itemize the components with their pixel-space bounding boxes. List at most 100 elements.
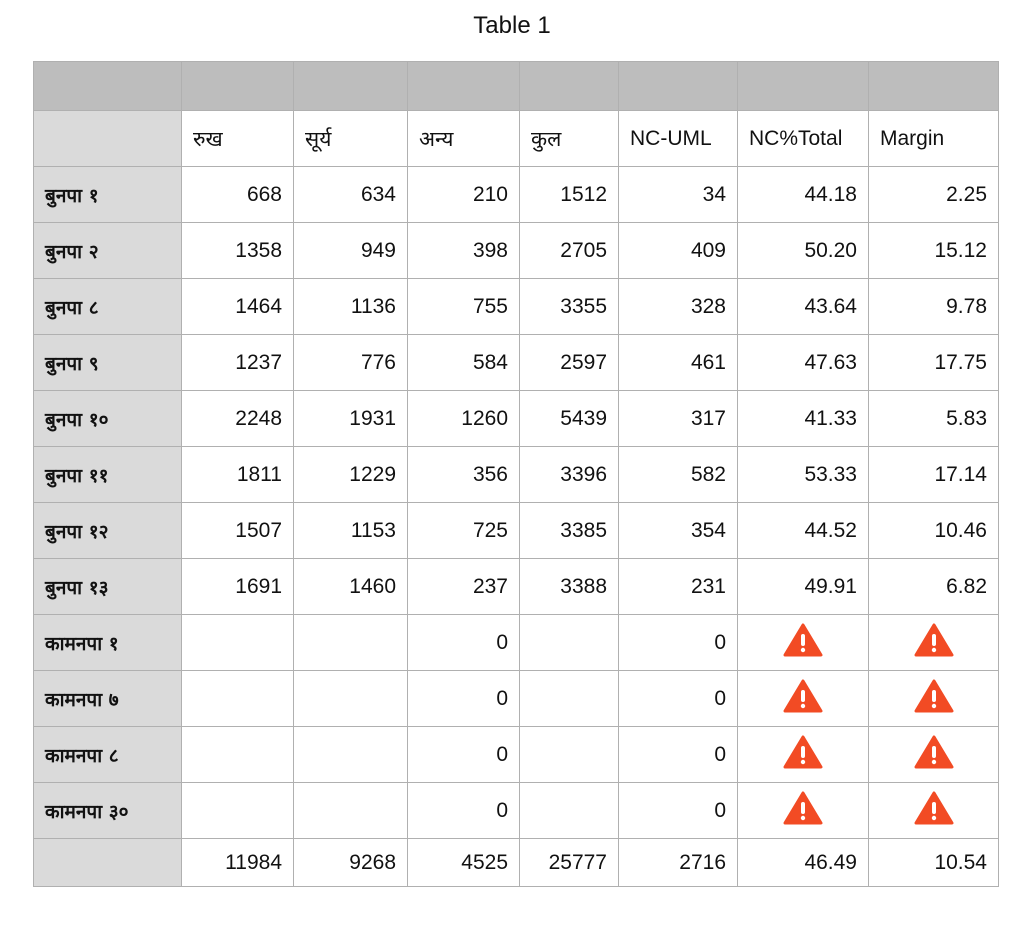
cell: 328 xyxy=(618,278,738,335)
footer-row: 11984 9268 4525 25777 2716 46.49 10.54 xyxy=(33,838,999,887)
header-band-cell xyxy=(868,61,999,111)
table-row: कामनपा १ 0 0 xyxy=(33,614,999,671)
row-label: कामनपा ७ xyxy=(33,670,182,727)
cell: 356 xyxy=(407,446,520,503)
cell: 5.83 xyxy=(868,390,999,447)
error-cell xyxy=(737,614,869,671)
table-row: बुनपा १० 2248 1931 1260 5439 317 41.33 5.83 xyxy=(33,390,999,447)
cell: 755 xyxy=(407,278,520,335)
row-label: बुनपा १२ xyxy=(33,502,182,559)
cell: 634 xyxy=(293,166,408,223)
empty-cell xyxy=(293,670,408,727)
cell: 1691 xyxy=(181,558,294,615)
corner-cell xyxy=(33,110,182,167)
header-band-cell xyxy=(737,61,869,111)
cell: 17.14 xyxy=(868,446,999,503)
cell: 0 xyxy=(407,670,520,727)
cell: 53.33 xyxy=(737,446,869,503)
row-label: बुनपा १ xyxy=(33,166,182,223)
data-table: रुख सूर्य अन्य कुल NC-UML NC%Total Margin बुनपा… xyxy=(33,61,999,887)
table-row: बुनपा १३ 1691 1460 237 3388 231 49.91 6.82 xyxy=(33,558,999,615)
cell: 0 xyxy=(407,726,520,783)
column-header: NC%Total xyxy=(737,110,869,167)
empty-cell xyxy=(519,726,619,783)
header-band-cell xyxy=(519,61,619,111)
row-label: बुनपा ११ xyxy=(33,446,182,503)
cell: 9.78 xyxy=(868,278,999,335)
cell: 1358 xyxy=(181,222,294,279)
footer-cell: 46.49 xyxy=(737,838,869,887)
cell: 354 xyxy=(618,502,738,559)
warning-icon xyxy=(783,679,823,712)
footer-cell: 25777 xyxy=(519,838,619,887)
cell: 2705 xyxy=(519,222,619,279)
row-label: बुनपा ९ xyxy=(33,334,182,391)
column-header: NC-UML xyxy=(618,110,738,167)
warning-icon xyxy=(783,735,823,768)
cell: 3385 xyxy=(519,502,619,559)
footer-cell: 11984 xyxy=(181,838,294,887)
cell: 461 xyxy=(618,334,738,391)
table-row: बुनपा २ 1358 949 398 2705 409 50.20 15.12 xyxy=(33,222,999,279)
row-label: बुनपा ८ xyxy=(33,278,182,335)
error-cell xyxy=(868,614,999,671)
error-cell xyxy=(868,726,999,783)
cell: 1464 xyxy=(181,278,294,335)
warning-icon xyxy=(783,791,823,824)
cell: 50.20 xyxy=(737,222,869,279)
error-cell xyxy=(737,782,869,839)
cell: 1260 xyxy=(407,390,520,447)
empty-cell xyxy=(181,782,294,839)
cell: 582 xyxy=(618,446,738,503)
footer-cell: 2716 xyxy=(618,838,738,887)
cell: 10.46 xyxy=(868,502,999,559)
cell: 1512 xyxy=(519,166,619,223)
row-label: बुनपा १० xyxy=(33,390,182,447)
table-row: कामनपा ३० 0 0 xyxy=(33,782,999,839)
cell: 47.63 xyxy=(737,334,869,391)
row-label: कामनपा १ xyxy=(33,614,182,671)
cell: 3355 xyxy=(519,278,619,335)
cell: 210 xyxy=(407,166,520,223)
cell: 409 xyxy=(618,222,738,279)
cell: 2.25 xyxy=(868,166,999,223)
empty-cell xyxy=(519,670,619,727)
warning-icon xyxy=(914,679,953,712)
cell: 317 xyxy=(618,390,738,447)
cell: 0 xyxy=(618,670,738,727)
header-band-cell xyxy=(181,61,294,111)
footer-label xyxy=(33,838,182,887)
cell: 1136 xyxy=(293,278,408,335)
table-row: बुनपा १२ 1507 1153 725 3385 354 44.52 10.46 xyxy=(33,502,999,559)
table-row: बुनपा ८ 1464 1136 755 3355 328 43.64 9.78 xyxy=(33,278,999,335)
cell: 41.33 xyxy=(737,390,869,447)
warning-icon xyxy=(914,735,953,768)
column-header-row: रुख सूर्य अन्य कुल NC-UML NC%Total Margin xyxy=(33,110,999,167)
empty-cell xyxy=(181,726,294,783)
error-cell xyxy=(737,670,869,727)
column-header: कुल xyxy=(519,110,619,167)
row-label: बुनपा २ xyxy=(33,222,182,279)
footer-cell: 9268 xyxy=(293,838,408,887)
cell: 44.52 xyxy=(737,502,869,559)
empty-cell xyxy=(181,614,294,671)
cell: 34 xyxy=(618,166,738,223)
cell: 1931 xyxy=(293,390,408,447)
table-row: कामनपा ७ 0 0 xyxy=(33,670,999,727)
table-row: बुनपा १ 668 634 210 1512 34 44.18 2.25 xyxy=(33,166,999,223)
empty-cell xyxy=(293,782,408,839)
error-cell xyxy=(737,726,869,783)
column-header: रुख xyxy=(181,110,294,167)
cell: 237 xyxy=(407,558,520,615)
table-title: Table 1 xyxy=(473,12,551,39)
cell: 44.18 xyxy=(737,166,869,223)
header-band-cell xyxy=(618,61,738,111)
cell: 1237 xyxy=(181,334,294,391)
cell: 398 xyxy=(407,222,520,279)
cell: 15.12 xyxy=(868,222,999,279)
cell: 1811 xyxy=(181,446,294,503)
cell: 3396 xyxy=(519,446,619,503)
cell: 5439 xyxy=(519,390,619,447)
cell: 1229 xyxy=(293,446,408,503)
cell: 668 xyxy=(181,166,294,223)
